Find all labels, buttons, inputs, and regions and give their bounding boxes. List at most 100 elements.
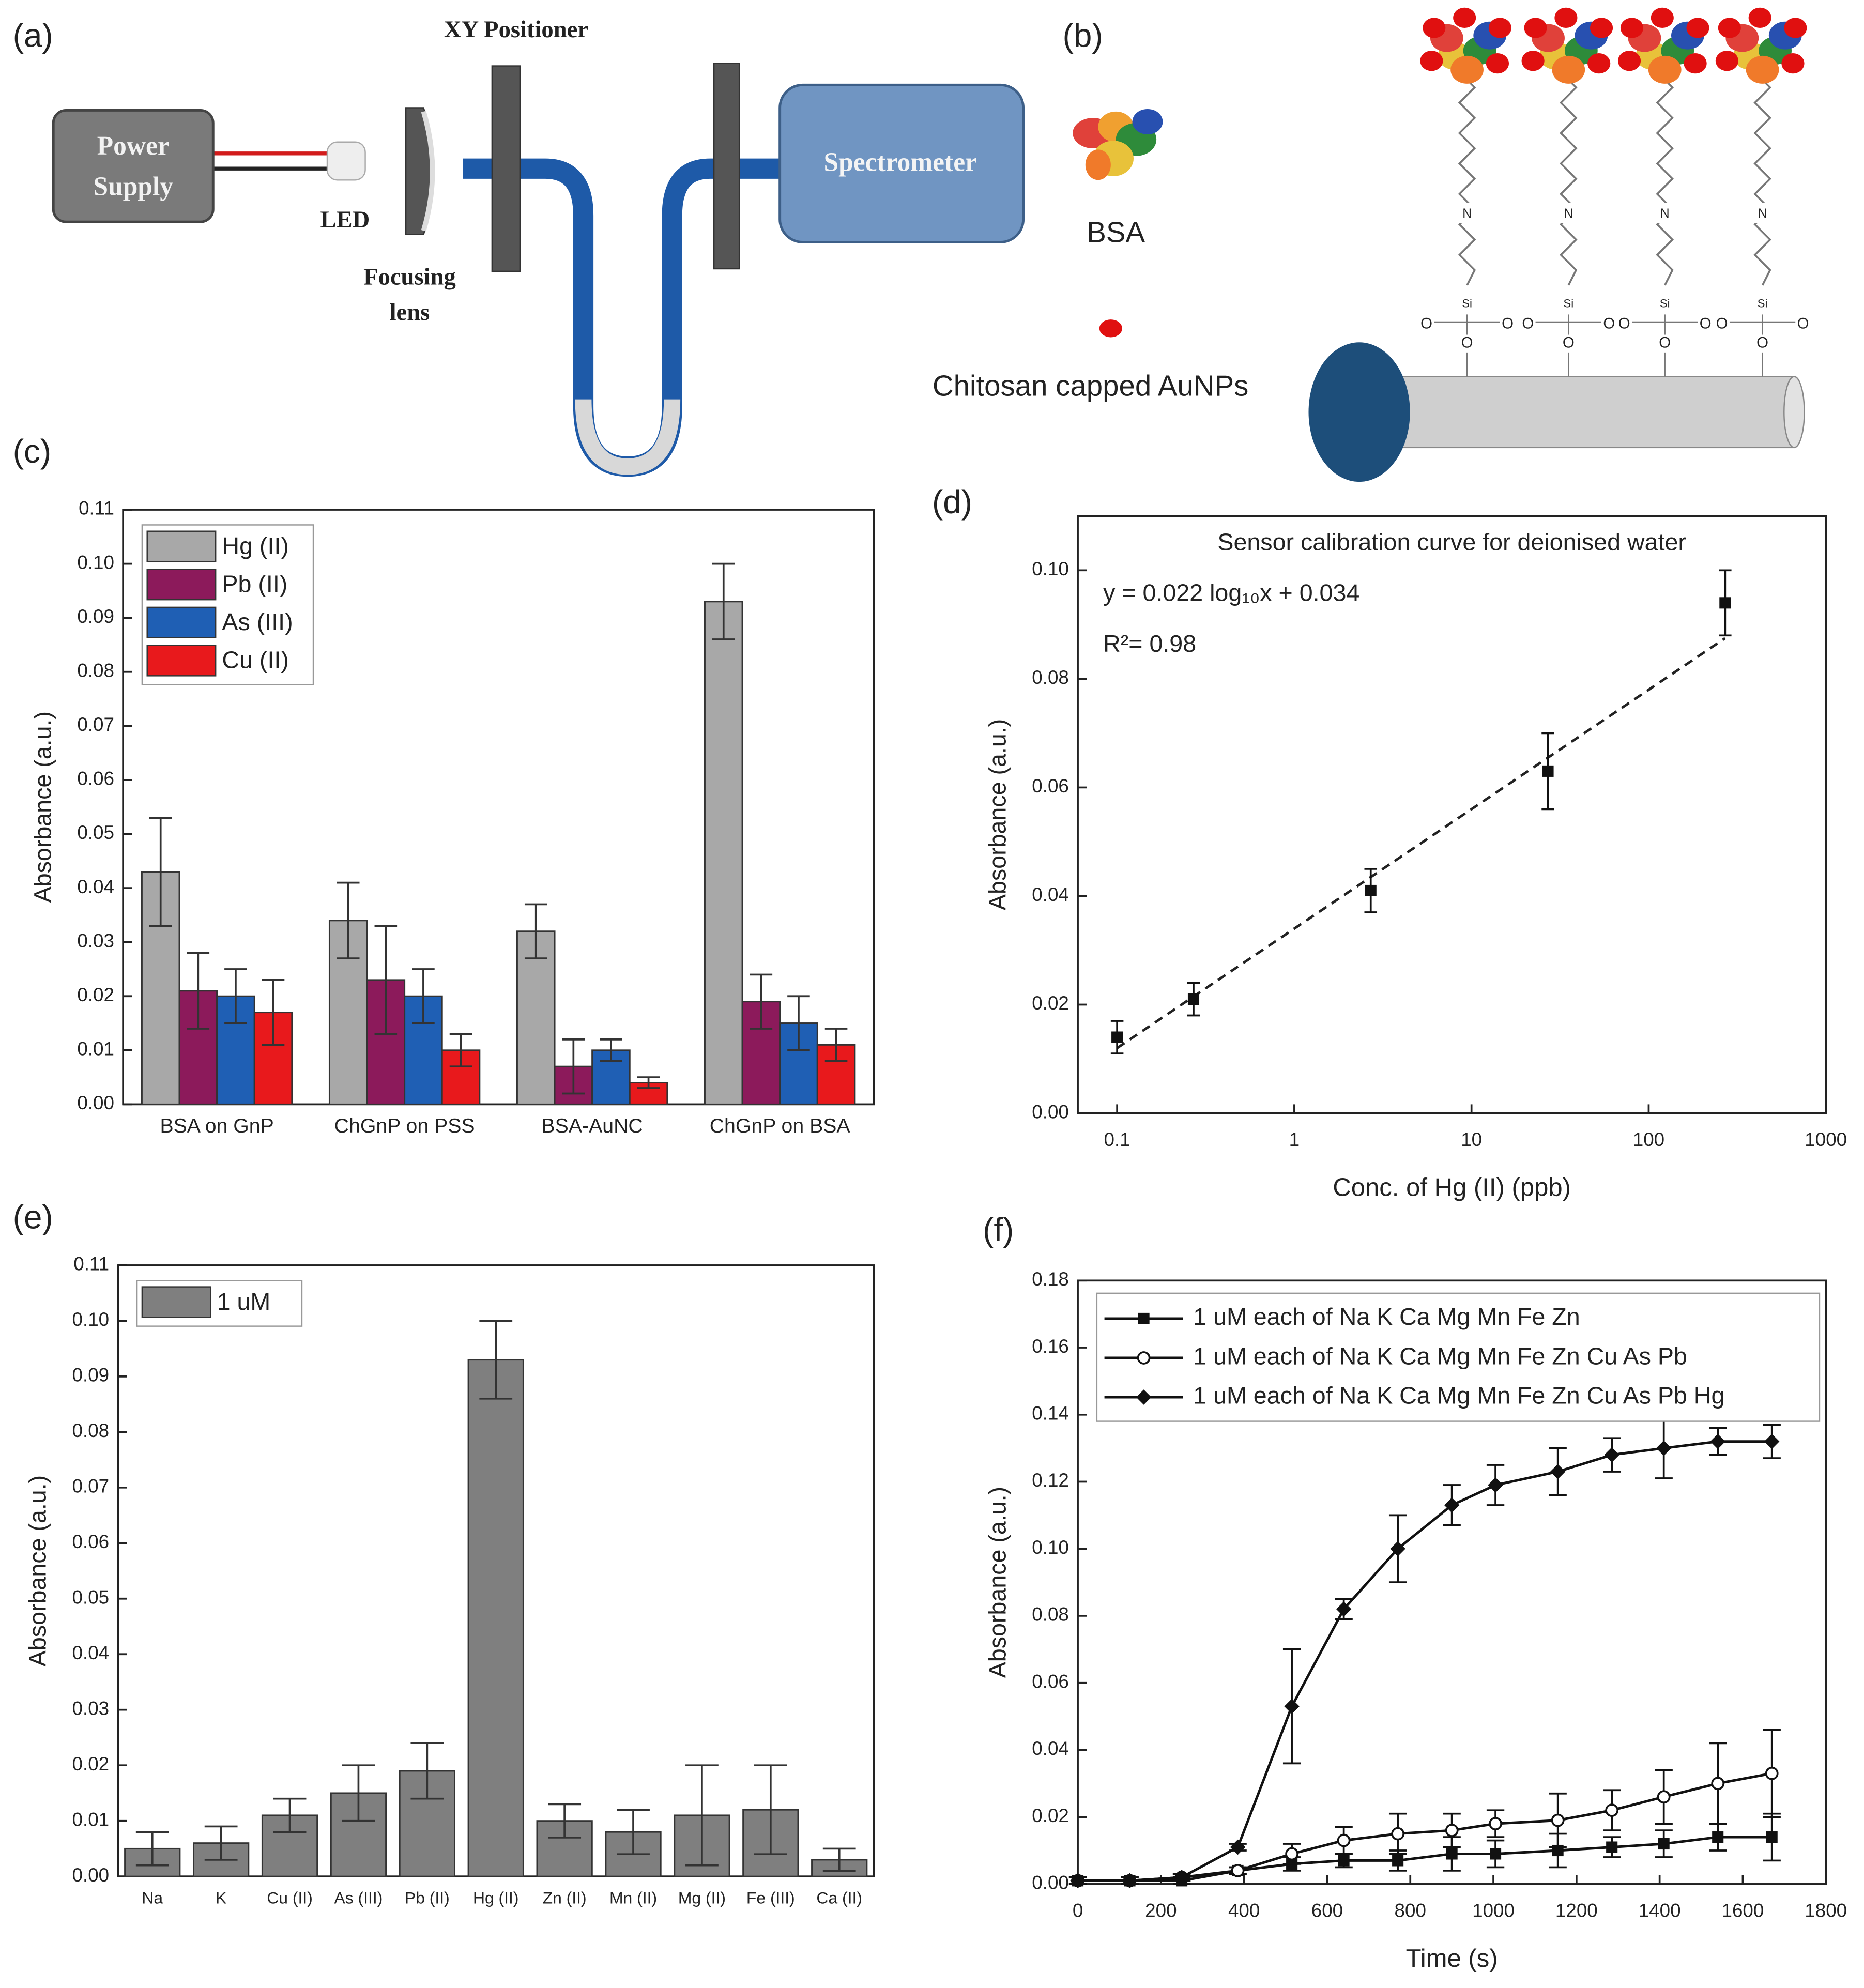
marker — [1765, 1766, 1779, 1780]
plot-frame — [122, 509, 875, 1106]
legend-label: 1 uM each of Na K Ca Mg Mn Fe Zn Cu As P… — [1193, 1382, 1724, 1409]
aunps-label: Chitosan capped AuNPs — [933, 369, 1248, 402]
atom-label: Si — [1660, 297, 1670, 310]
legend-swatch — [146, 606, 217, 638]
aunp — [1715, 51, 1738, 71]
y-axis-label: Absorbance (a.u.) — [984, 719, 1011, 910]
x-axis-label: Time (s) — [1406, 1945, 1498, 1972]
bar — [516, 930, 556, 1105]
y-tick-label: 0.06 — [77, 768, 114, 789]
legend-label: Pb (II) — [222, 571, 287, 598]
aunp — [1453, 7, 1476, 28]
label-bg — [1459, 334, 1475, 353]
marker — [1764, 1433, 1780, 1449]
fiber-bend — [575, 399, 681, 475]
legend-label: As (III) — [222, 608, 293, 635]
atom-label: O — [1502, 315, 1514, 332]
positioner-label: XY Positioner — [444, 16, 588, 43]
label-bg — [1558, 203, 1579, 223]
atom-label: Si — [1758, 297, 1768, 310]
panel-label: (e) — [13, 1198, 53, 1235]
marker — [1070, 1873, 1086, 1889]
y-tick-label: 0.06 — [72, 1531, 110, 1552]
x-tick-label: As (III) — [334, 1889, 383, 1907]
aunp — [1423, 18, 1446, 38]
marker — [1444, 1497, 1460, 1513]
label-bg — [1457, 203, 1477, 223]
legend-box — [1096, 1292, 1821, 1422]
marker — [1550, 1464, 1566, 1479]
label-bg — [1520, 315, 1536, 334]
spectrometer-label: Spectrometer — [823, 148, 976, 177]
y-tick-label: 0.10 — [72, 1309, 110, 1330]
legend-swatch — [146, 530, 217, 562]
protein-blob — [1746, 55, 1779, 84]
y-tick-label: 0.04 — [1032, 884, 1069, 905]
error-bar — [524, 903, 547, 959]
legend-label: 1 uM — [217, 1288, 271, 1315]
y-tick-label: 0.10 — [77, 552, 114, 573]
panel-label: (b) — [1063, 17, 1103, 54]
chart-title: Sensor calibration curve for deionised w… — [1217, 529, 1686, 556]
linker-chain — [1458, 56, 1476, 286]
y-tick-label: 0.06 — [1032, 1671, 1069, 1692]
panel-label: (f) — [983, 1211, 1014, 1248]
error-bar — [187, 952, 210, 1030]
marker — [1542, 765, 1554, 777]
marker — [1656, 1440, 1672, 1456]
x-tick-label: Zn (II) — [543, 1889, 587, 1907]
aunp — [1617, 51, 1641, 71]
y-tick-label: 0.03 — [72, 1698, 110, 1719]
marker — [1336, 1601, 1352, 1617]
aunp — [1781, 53, 1805, 74]
panel-label: (c) — [13, 433, 51, 470]
marker — [1231, 1864, 1245, 1877]
label-bg — [1616, 315, 1632, 334]
label-bg — [1754, 334, 1770, 353]
x-tick-label: 400 — [1228, 1900, 1260, 1921]
atom-label: N — [1564, 207, 1573, 221]
aunp — [1651, 7, 1674, 28]
atom-label: O — [1461, 334, 1473, 351]
positioner — [713, 63, 740, 270]
label-bg — [1456, 294, 1479, 315]
y-tick-label: 0.07 — [72, 1476, 110, 1497]
label-bg — [1751, 294, 1774, 315]
x-tick-label: K — [216, 1889, 226, 1907]
y-tick-label: 0.08 — [72, 1420, 110, 1441]
label-bg — [1795, 315, 1811, 334]
atom-label: O — [1603, 315, 1615, 332]
x-tick-label: Hg (II) — [473, 1889, 519, 1907]
fiber-core — [1381, 376, 1795, 449]
legend-label: Cu (II) — [222, 647, 288, 674]
error-bar — [273, 1797, 307, 1833]
y-tick-label: 0.00 — [1032, 1872, 1069, 1893]
annotation: R²= 0.98 — [1103, 630, 1196, 657]
y-tick-label: 0.04 — [77, 876, 114, 897]
y-tick-label: 0.06 — [1032, 775, 1069, 797]
lens-label: lens — [390, 299, 430, 326]
marker — [1657, 1790, 1671, 1804]
x-tick-label: Ca (II) — [816, 1889, 862, 1907]
fiber-end — [1783, 376, 1805, 449]
label-bg — [1557, 294, 1580, 315]
led — [326, 141, 366, 181]
y-tick-label: 0.02 — [1032, 992, 1069, 1014]
marker — [1391, 1827, 1405, 1841]
error-bar — [479, 1320, 513, 1400]
fit-line — [1116, 637, 1726, 1049]
atom-label: N — [1660, 207, 1670, 221]
marker — [1606, 1841, 1618, 1853]
marker — [1392, 1855, 1404, 1867]
y-axis-label: Absorbance (a.u.) — [24, 1475, 51, 1666]
plot-frame — [1077, 1279, 1827, 1885]
y-tick-label: 0.05 — [77, 822, 114, 843]
marker — [1285, 1847, 1298, 1861]
marker — [1187, 993, 1200, 1005]
positioner — [491, 65, 521, 272]
panel-label: (d) — [932, 483, 972, 521]
power-supply-label: Power — [97, 131, 170, 161]
x-tick-label: 1000 — [1472, 1900, 1515, 1921]
label-bg — [1698, 315, 1713, 334]
